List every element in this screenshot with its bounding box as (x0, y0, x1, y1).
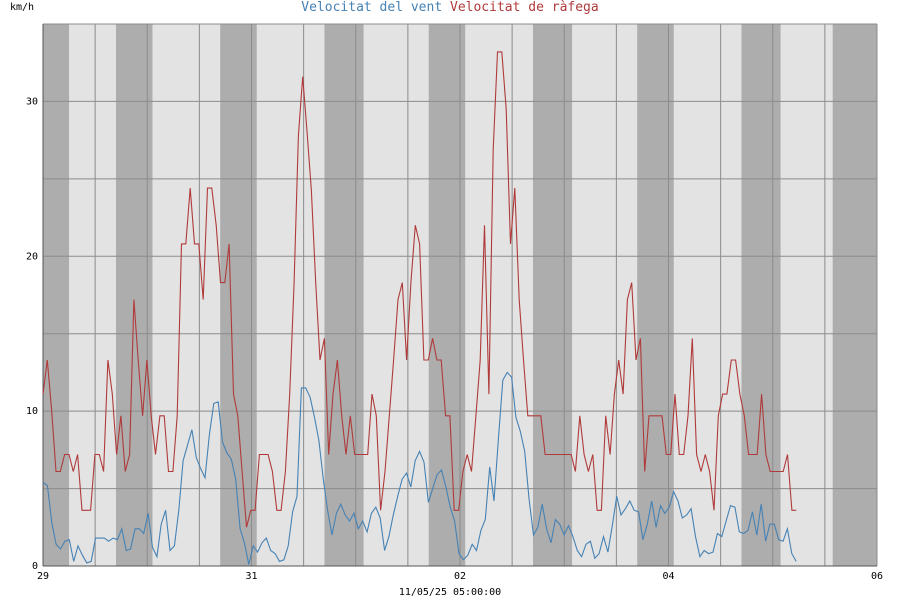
night-band (115, 24, 153, 566)
y-tick-label: 30 (26, 96, 38, 107)
timestamp-footer: 11/05/25 05:00:00 (398, 587, 502, 598)
night-band (324, 24, 364, 566)
night-band (741, 24, 781, 566)
night-band (832, 24, 877, 566)
x-tick-label: 02 (454, 571, 466, 582)
x-tick-label: 29 (37, 571, 49, 582)
y-tick-label: 20 (26, 251, 38, 262)
chart-title: Velocitat del vent Velocitat de ràfega (0, 0, 900, 15)
night-band (532, 24, 573, 566)
title-gust-speed: Velocitat de ràfega (450, 0, 599, 15)
y-axis-unit: km/h (10, 2, 35, 13)
night-band (220, 24, 257, 566)
gust-speed-line (42, 51, 797, 528)
y-tick-label: 10 (26, 406, 38, 417)
night-band (637, 24, 674, 566)
x-tick-label: 04 (662, 571, 674, 582)
y-tick-label: 0 (32, 561, 38, 572)
x-tick-label: 31 (245, 571, 257, 582)
night-band (428, 24, 466, 566)
night-band (43, 24, 70, 566)
x-tick-label: 06 (871, 571, 883, 582)
title-wind-speed: Velocitat del vent (301, 0, 443, 15)
wind-speed-line (42, 371, 797, 565)
